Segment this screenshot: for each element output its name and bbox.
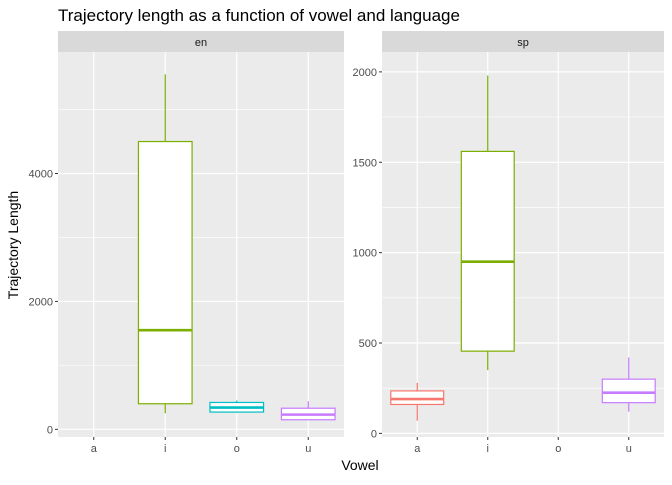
x-tick-label: u bbox=[626, 443, 632, 455]
facet-strip bbox=[58, 31, 344, 52]
plot-title: Trajectory length as a function of vowel… bbox=[58, 6, 460, 25]
y-tick-label: 2000 bbox=[29, 296, 53, 308]
x-tick-label: i bbox=[164, 443, 166, 455]
boxplot-i bbox=[460, 75, 515, 371]
boxplot-u bbox=[280, 401, 336, 421]
y-tick-label: 0 bbox=[47, 424, 53, 436]
boxplot-u bbox=[601, 357, 656, 412]
facet-panels: en 0 2000 4000 a i o u sp 0 500 1000 1500 2000 a i o u bbox=[29, 31, 664, 455]
x-tick-label: a bbox=[414, 443, 421, 455]
y-axis-title: Trajectory Length bbox=[5, 191, 21, 299]
y-tick-label: 2000 bbox=[353, 67, 377, 79]
y-tick-label: 4000 bbox=[29, 169, 53, 181]
box-iqr bbox=[601, 378, 656, 404]
x-tick-label: o bbox=[234, 443, 240, 455]
x-tick-label: u bbox=[305, 443, 311, 455]
facet-strip-label: en bbox=[195, 37, 207, 49]
y-tick-label: 0 bbox=[371, 428, 377, 440]
y-tick-label: 1000 bbox=[353, 248, 377, 260]
box-iqr bbox=[460, 150, 515, 352]
x-tick-label: a bbox=[91, 443, 98, 455]
box-iqr bbox=[390, 390, 445, 406]
panel-background bbox=[58, 52, 344, 437]
x-axis-title: Vowel bbox=[341, 457, 378, 473]
facet-strip bbox=[382, 31, 664, 52]
panel-background bbox=[382, 52, 664, 437]
x-tick-label: o bbox=[555, 443, 561, 455]
boxplot-i bbox=[137, 74, 193, 414]
x-tick-label: i bbox=[487, 443, 489, 455]
facet-strip-label: sp bbox=[517, 37, 529, 49]
box-iqr bbox=[137, 140, 193, 405]
y-tick-label: 1500 bbox=[353, 157, 377, 169]
facet-panel-en: en 0 2000 4000 a i o u bbox=[29, 31, 344, 455]
boxplot-a bbox=[390, 382, 445, 421]
y-tick-label: 500 bbox=[359, 338, 377, 350]
boxplot-o bbox=[209, 400, 265, 413]
facet-panel-sp: sp 0 500 1000 1500 2000 a i o u bbox=[353, 31, 664, 455]
